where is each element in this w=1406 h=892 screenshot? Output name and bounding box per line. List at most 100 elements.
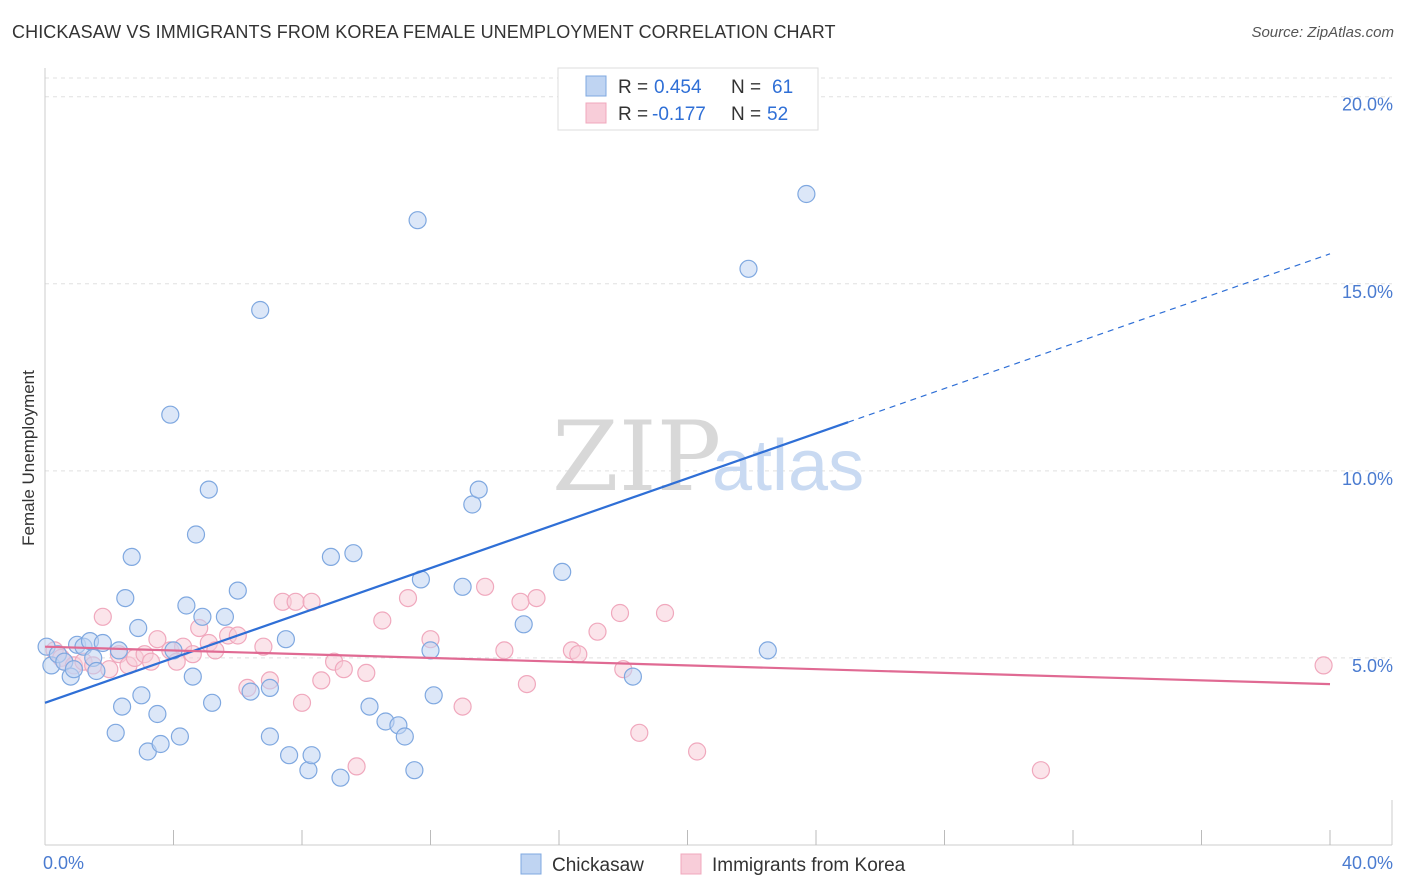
point-korea-50 [655, 603, 675, 623]
point-korea-52 [1031, 761, 1051, 780]
point-chickasaw-5 [64, 660, 84, 679]
point-chickasaw-41 [321, 547, 340, 567]
point-chickasaw-26 [183, 667, 202, 686]
stats-legend-n-label-0: N = [731, 77, 761, 98]
point-korea-40 [495, 641, 514, 660]
point-korea-45 [569, 645, 588, 664]
point-chickasaw-28 [193, 607, 212, 626]
point-chickasaw-39 [299, 761, 318, 780]
y-tick-label-1: 10.0% [1342, 469, 1393, 489]
point-korea-53 [1314, 656, 1333, 675]
point-korea-41 [511, 592, 530, 611]
point-chickasaw-53 [453, 577, 472, 596]
point-korea-28 [292, 693, 312, 712]
point-korea-27 [286, 592, 305, 611]
stats-legend-r-value-1: -0.177 [652, 104, 706, 125]
point-korea-39 [476, 577, 495, 596]
watermark: ZIP atlas [552, 401, 864, 513]
point-chickasaw-29 [199, 480, 218, 499]
y-axis-label: Female Unemployment [19, 370, 38, 546]
point-chickasaw-35 [260, 727, 279, 746]
y-tick-label-0: 5.0% [1352, 656, 1393, 676]
point-chickasaw-15 [116, 588, 135, 608]
watermark-zip: ZIP [552, 401, 721, 513]
point-chickasaw-51 [421, 641, 440, 660]
point-korea-35 [373, 611, 392, 630]
point-chickasaw-40 [302, 746, 321, 765]
point-korea-13 [148, 630, 167, 649]
point-chickasaw-24 [170, 727, 189, 746]
point-chickasaw-61 [797, 184, 816, 204]
point-chickasaw-12 [106, 723, 125, 742]
stats-legend-r-label-0: R = [618, 77, 648, 98]
point-chickasaw-55 [469, 480, 488, 499]
point-korea-43 [527, 588, 546, 608]
stats-legend-n-value-0: 61 [772, 77, 793, 98]
point-chickasaw-59 [739, 259, 758, 278]
point-chickasaw-14 [112, 697, 132, 716]
point-chickasaw-18 [132, 686, 151, 705]
point-chickasaw-30 [203, 693, 222, 712]
chart-title: CHICKASAW VS IMMIGRANTS FROM KOREA FEMAL… [12, 22, 836, 42]
stats-legend-r-value-0: 0.454 [654, 77, 702, 98]
point-chickasaw-13 [109, 641, 129, 660]
series-legend-label-korea: Immigrants from Korea [712, 855, 906, 876]
point-korea-49 [630, 723, 649, 742]
stats-legend-swatch-chickasaw [585, 75, 607, 97]
point-chickasaw-56 [514, 615, 533, 634]
point-chickasaw-22 [161, 405, 180, 424]
trend-line-korea [44, 645, 1331, 686]
point-chickasaw-60 [758, 641, 777, 660]
point-korea-46 [588, 622, 607, 641]
point-chickasaw-52 [424, 686, 443, 705]
series-legend-label-chickasaw: Chickasaw [552, 855, 644, 876]
point-chickasaw-10 [87, 661, 106, 681]
point-korea-51 [687, 742, 707, 761]
axes [44, 68, 1393, 846]
point-chickasaw-47 [395, 727, 414, 746]
x-tick-label-1: 40.0% [1342, 853, 1393, 873]
trend-line-chickasaw [44, 421, 849, 704]
point-korea-34 [357, 663, 376, 683]
point-chickasaw-38 [280, 746, 299, 765]
point-chickasaw-25 [177, 596, 196, 615]
series-legend: Chickasaw Immigrants from Korea [520, 853, 906, 876]
series-korea-points [45, 577, 1333, 780]
stats-legend: R = 0.454 N = 61 R = -0.177 N = 52 [557, 67, 819, 131]
point-korea-36 [398, 588, 418, 608]
point-korea-6 [93, 607, 112, 626]
point-chickasaw-36 [260, 678, 279, 698]
point-chickasaw-21 [151, 734, 170, 754]
tick-labels: 5.0% 10.0% 15.0% 20.0% 0.0% 40.0% [43, 95, 1393, 873]
point-korea-42 [517, 674, 537, 694]
trend-line-chickasaw-extension [847, 253, 1331, 423]
series-legend-swatch-korea [680, 853, 702, 875]
stats-legend-r-label-1: R = [618, 104, 648, 125]
series-legend-swatch-chickasaw [520, 853, 542, 875]
point-chickasaw-17 [129, 618, 148, 638]
point-chickasaw-31 [215, 607, 234, 626]
point-korea-33 [347, 757, 366, 776]
point-chickasaw-48 [405, 761, 424, 780]
point-chickasaw-33 [241, 682, 260, 701]
watermark-atlas: atlas [712, 426, 864, 506]
chart-source: Source: ZipAtlas.com [1251, 24, 1394, 41]
point-chickasaw-57 [553, 562, 572, 582]
point-korea-24 [254, 637, 273, 656]
point-chickasaw-32 [228, 581, 247, 600]
point-chickasaw-44 [360, 697, 379, 716]
point-chickasaw-27 [186, 525, 206, 544]
stats-legend-n-label-1: N = [731, 104, 761, 125]
point-korea-30 [312, 671, 331, 690]
point-chickasaw-34 [251, 300, 270, 320]
point-korea-47 [610, 603, 630, 623]
y-tick-label-2: 15.0% [1342, 282, 1393, 302]
y-tick-label-3: 20.0% [1342, 95, 1393, 115]
grid [45, 77, 1392, 659]
trend-lines [44, 253, 1331, 704]
point-chickasaw-43 [344, 544, 363, 563]
x-tick-label-0: 0.0% [43, 853, 84, 873]
point-chickasaw-37 [276, 630, 295, 649]
point-chickasaw-16 [122, 547, 141, 567]
